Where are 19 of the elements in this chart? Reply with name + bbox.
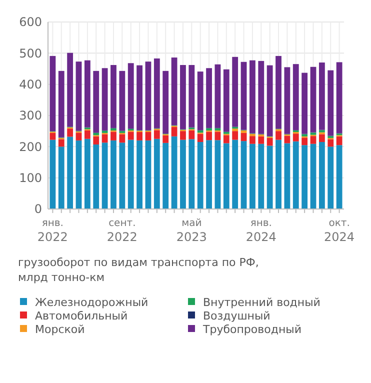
- y-tick-label: 600: [19, 15, 42, 30]
- legend-label: Воздушный: [203, 309, 270, 322]
- legend-label: Трубопроводный: [202, 322, 302, 336]
- y-tick-label: 400: [19, 78, 42, 92]
- y-tick-label: 300: [19, 108, 42, 123]
- x-tick-label: янв. 2024: [246, 218, 276, 244]
- x-tick-label: май 2023: [176, 218, 207, 244]
- x-tick-label: янв. 2022: [37, 218, 68, 244]
- y-tick-label: 200: [19, 140, 42, 154]
- x-tick-label: окт. 2024: [324, 218, 355, 244]
- y-tick-label: 100: [19, 171, 42, 186]
- y-tick-label: 500: [19, 46, 42, 60]
- x-tick-label: сент. 2022: [106, 218, 138, 244]
- legend-label: Морской: [35, 322, 85, 336]
- y-tick-label: 0: [34, 202, 42, 216]
- legend-label: Железнодорожный: [35, 296, 148, 309]
- legend-label: Внутренний водный: [203, 296, 320, 309]
- legend-label: Автомобильный: [35, 309, 128, 322]
- text: грузооборот по видам транспорта по РФ, млрд тонно-км: [18, 256, 259, 284]
